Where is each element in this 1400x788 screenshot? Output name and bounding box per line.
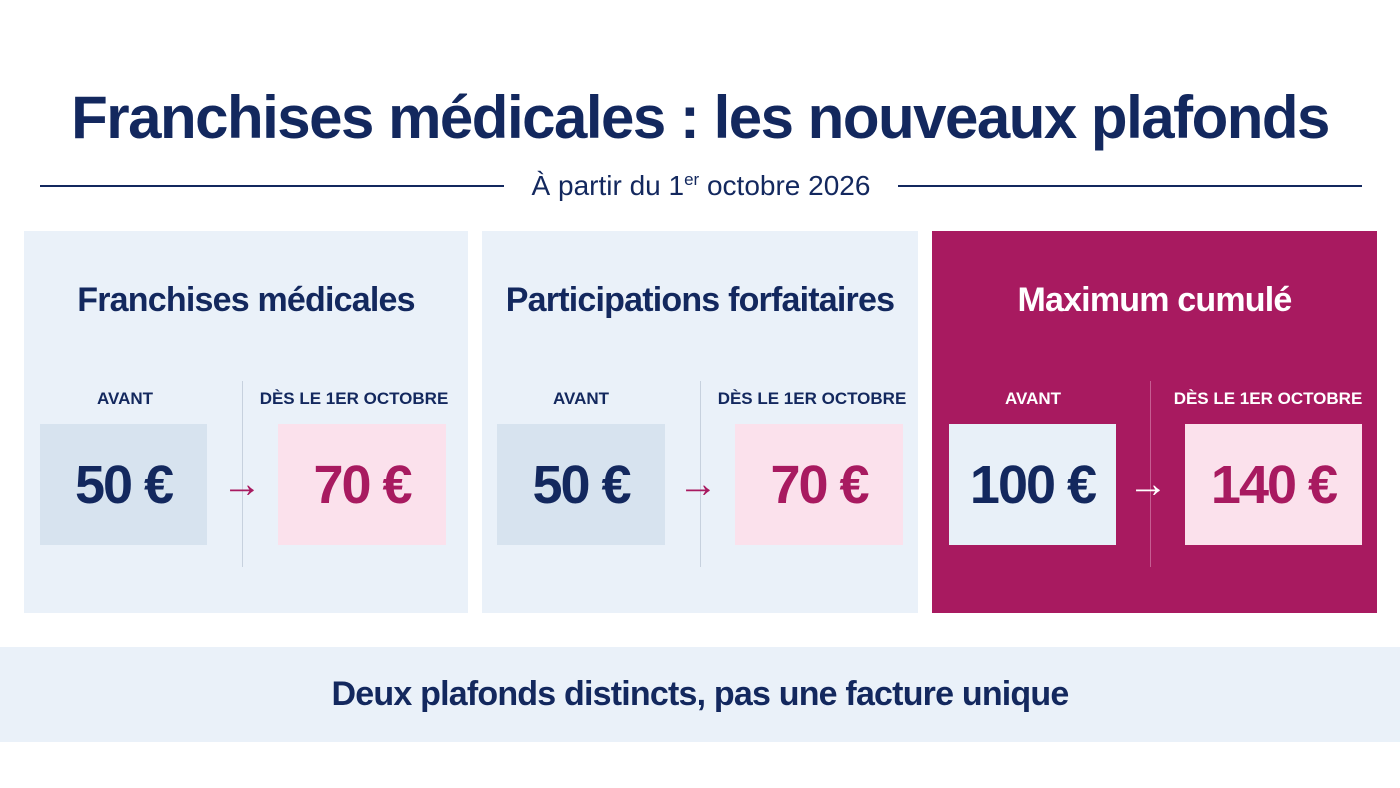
- arrow-right-icon: →: [1128, 461, 1168, 506]
- card-title: Maximum cumulé: [1017, 281, 1292, 319]
- card-franchises-medicales: Franchises médicales AVANT DÈS LE 1ER OC…: [24, 231, 468, 613]
- right-rule: [898, 185, 1362, 187]
- after-label: DÈS LE 1ER OCTOBRE: [259, 389, 449, 408]
- footer-banner: Deux plafonds distincts, pas une facture…: [0, 647, 1400, 742]
- after-label: DÈS LE 1ER OCTOBRE: [717, 389, 907, 408]
- before-value: 100 €: [949, 424, 1116, 545]
- subtitle-prefix: À partir du 1: [531, 170, 685, 201]
- before-label: AVANT: [96, 389, 154, 408]
- after-value: 70 €: [735, 424, 903, 545]
- before-label: AVANT: [552, 389, 610, 408]
- divider: [1150, 381, 1151, 567]
- card-participations-forfaitaires: Participations forfaitaires AVANT DÈS LE…: [482, 231, 918, 613]
- subtitle: À partir du 1er octobre 2026: [504, 170, 899, 202]
- arrow-right-icon: →: [222, 461, 262, 506]
- subtitle-suffix: octobre 2026: [699, 170, 871, 201]
- after-label: DÈS LE 1ER OCTOBRE: [1173, 389, 1363, 408]
- before-label: AVANT: [1004, 389, 1062, 408]
- card-title: Franchises médicales: [77, 281, 415, 319]
- divider: [242, 381, 243, 567]
- left-rule: [40, 185, 504, 187]
- card-maximum-cumule: Maximum cumulé AVANT DÈS LE 1ER OCTOBRE …: [932, 231, 1377, 613]
- after-value: 70 €: [278, 424, 446, 545]
- page-title: Franchises médicales : les nouveaux plaf…: [71, 84, 1330, 151]
- before-value: 50 €: [497, 424, 665, 545]
- subtitle-row: À partir du 1er octobre 2026: [40, 166, 1362, 206]
- before-value: 50 €: [40, 424, 207, 545]
- divider: [700, 381, 701, 567]
- after-value: 140 €: [1185, 424, 1362, 545]
- subtitle-superscript: er: [684, 170, 700, 189]
- arrow-right-icon: →: [678, 461, 718, 506]
- card-title: Participations forfaitaires: [505, 281, 895, 319]
